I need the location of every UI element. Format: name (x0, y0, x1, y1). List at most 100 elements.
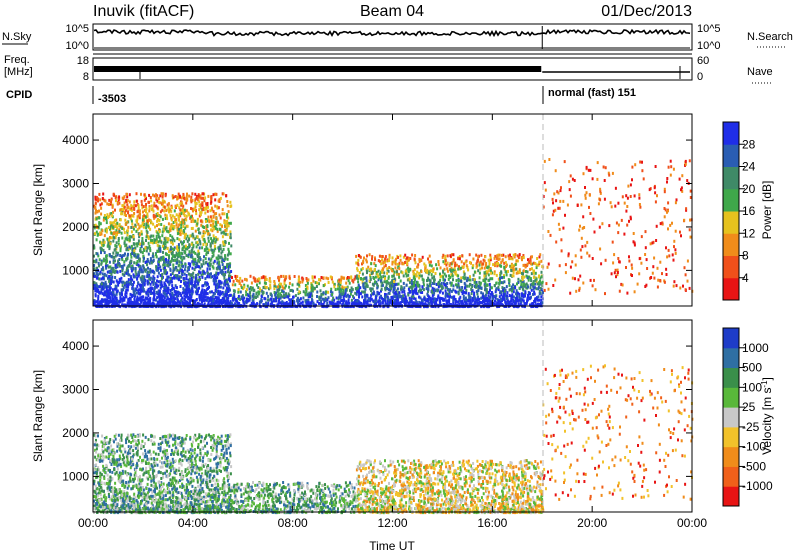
power-echo-cell (540, 270, 543, 274)
power-echo-cell (177, 300, 180, 304)
power-echo-cell (472, 278, 475, 282)
power-echo-cell (466, 276, 469, 280)
power-echo-cell (200, 293, 202, 297)
power-echo-cell (182, 209, 185, 212)
power-echo-cell (93, 226, 96, 230)
power-echo-cell (498, 253, 501, 257)
power-echo-cell (530, 305, 533, 309)
power-echo-cell (105, 218, 108, 222)
power-echo-cell (524, 283, 527, 287)
power-echo-cell (532, 261, 535, 265)
power-echo-cell (122, 286, 125, 290)
power-echo-cell (480, 305, 483, 309)
power-echo-cell (398, 261, 401, 265)
power-echo-cell (93, 246, 96, 250)
power-echo-cell (391, 260, 394, 264)
power-echo-cell (196, 253, 199, 257)
power-echo-cell (206, 247, 209, 251)
power-echo-cell (513, 255, 516, 259)
power-echo-cell (229, 279, 231, 283)
power-echo-cell (458, 255, 461, 259)
power-echo-cell (484, 287, 487, 291)
power-echo-cell (198, 295, 201, 299)
power-echo-cell (229, 200, 232, 204)
power-echo-cell (141, 237, 144, 240)
power-echo-cell (205, 242, 208, 246)
power-echo-cell (239, 290, 242, 294)
power-echo-cell (160, 303, 163, 307)
power-echo-cell (349, 292, 352, 296)
power-echo-cell (288, 275, 291, 279)
power-echo-cell (123, 263, 126, 267)
power-echo-cell (228, 277, 231, 281)
power-echo-cell (252, 297, 255, 301)
power-echo-cell (289, 302, 292, 306)
power-echo-cell (137, 222, 140, 226)
power-echo-cell (433, 291, 436, 295)
power-echo-cell (304, 284, 307, 287)
power-echo-cell (178, 238, 181, 242)
power-echo-cell (525, 270, 527, 273)
power-echo-cell (101, 229, 104, 233)
power-echo-cell (189, 273, 192, 277)
power-echo-cell (179, 214, 182, 218)
power-echo-cell (226, 263, 229, 267)
power-echo-cell (483, 272, 486, 276)
power-echo-cell (318, 278, 320, 282)
power-echo-cell (225, 194, 228, 198)
power-echo-cell (511, 295, 514, 299)
power-echo-cell (464, 260, 467, 264)
power-echo-cell (130, 277, 133, 281)
power-echo-cell (395, 303, 398, 307)
power-echo-cell (396, 282, 398, 286)
power-echo-cell (203, 298, 205, 302)
power-echo-cell (217, 297, 220, 301)
power-echo-cell (402, 255, 405, 259)
power-echo-cell (380, 289, 382, 293)
power-echo-cell (173, 298, 176, 302)
power-echo-cell (179, 256, 182, 260)
power-echo-cell (161, 276, 163, 280)
power-echo-cell (205, 251, 208, 255)
power-echo-cell (464, 298, 467, 302)
power-echo-cell (489, 292, 492, 296)
power-echo-cell (189, 290, 192, 293)
power-echo-cell (143, 256, 145, 260)
power-echo-cell (275, 291, 277, 295)
power-echo-cell (254, 279, 257, 283)
power-echo-cell (428, 297, 431, 301)
power-echo-cell (183, 268, 186, 272)
power-echo-cell (416, 281, 419, 285)
power-echo-cell (477, 295, 479, 299)
power-echo-cell (161, 217, 164, 221)
power-echo-cell (150, 204, 153, 208)
power-echo-cell (485, 297, 488, 300)
power-echo-cell (134, 246, 137, 250)
power-echo-cell (264, 305, 267, 309)
power-echo-cell (462, 265, 465, 269)
power-echo-cell (191, 247, 194, 250)
power-echo-cell (180, 305, 182, 309)
power-echo-cell (499, 264, 502, 268)
power-echo-cell (398, 272, 400, 276)
power-echo-cell (94, 197, 97, 201)
power-echo-cell (363, 276, 366, 280)
power-echo-cell (310, 283, 313, 287)
power-echo-cell (163, 266, 166, 270)
power-echo-cell (365, 258, 368, 262)
power-echo-cell (430, 302, 433, 306)
power-echo-cell (162, 244, 165, 248)
power-echo-cell (231, 283, 234, 287)
power-echo-cell (171, 242, 174, 246)
power-echo-cell (221, 263, 224, 267)
power-echo-cell (398, 275, 401, 279)
power-echo-cell (275, 299, 277, 303)
power-echo-cell (423, 305, 426, 309)
power-echo-cell (354, 291, 357, 295)
power-echo-cell (93, 272, 96, 276)
power-echo-cell (137, 232, 140, 236)
power-echo-cell (128, 245, 131, 249)
power-echo-cell (501, 286, 504, 290)
power-echo-cell (338, 290, 341, 294)
power-echo-cell (223, 212, 226, 216)
